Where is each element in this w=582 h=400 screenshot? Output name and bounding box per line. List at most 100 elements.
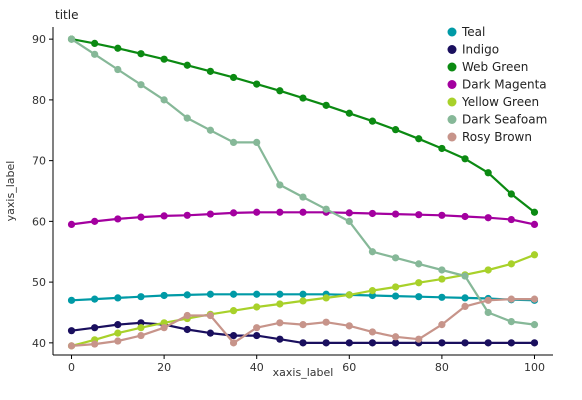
data-point-web-green <box>507 190 515 198</box>
data-point-dark-seafoam <box>530 321 539 329</box>
data-point-dark-magenta <box>276 208 284 216</box>
data-point-teal <box>438 293 446 301</box>
legend-marker-web-green <box>447 62 457 72</box>
x-tick-label: 80 <box>435 361 449 374</box>
data-point-dark-magenta <box>345 209 353 217</box>
series-dark-seafoam <box>67 35 539 329</box>
data-point-yellow-green <box>137 324 145 332</box>
data-point-web-green <box>322 101 330 109</box>
series-teal <box>67 290 539 304</box>
data-point-dark-magenta <box>67 220 76 229</box>
data-point-dark-seafoam <box>415 260 423 268</box>
data-point-web-green <box>345 109 353 117</box>
x-tick-label: 100 <box>524 361 545 374</box>
data-point-yellow-green <box>530 251 539 259</box>
legend-item-teal: Teal <box>447 25 485 39</box>
legend-item-web-green: Web Green <box>447 60 528 74</box>
data-point-yellow-green <box>438 275 446 283</box>
legend-label-dark-magenta: Dark Magenta <box>462 78 547 92</box>
data-point-teal <box>276 290 284 298</box>
data-point-yellow-green <box>507 260 515 268</box>
legend: Teal Indigo Web Green Dark Magenta Yellow Gr… <box>447 25 547 144</box>
data-point-web-green <box>276 87 284 95</box>
data-point-teal <box>461 294 469 302</box>
x-axis-label: xaxis_label <box>273 366 334 379</box>
data-point-rosy-brown <box>114 337 122 345</box>
data-point-rosy-brown <box>345 322 353 330</box>
legend-marker-yellow-green <box>447 97 457 107</box>
data-point-rosy-brown <box>160 324 168 332</box>
y-tick-label: 60 <box>32 215 46 228</box>
data-point-dark-magenta <box>438 211 446 219</box>
data-point-web-green <box>484 169 492 177</box>
data-point-yellow-green <box>322 294 330 302</box>
data-point-web-green <box>137 50 145 58</box>
data-point-teal <box>137 293 145 301</box>
legend-item-dark-seafoam: Dark Seafoam <box>447 113 547 127</box>
data-point-teal <box>114 294 122 302</box>
data-point-dark-seafoam <box>67 35 76 43</box>
data-point-rosy-brown <box>461 302 469 311</box>
data-point-web-green <box>438 144 446 153</box>
data-point-dark-magenta <box>507 215 515 224</box>
legend-item-dark-magenta: Dark Magenta <box>447 78 547 92</box>
data-point-rosy-brown <box>438 321 446 329</box>
legend-label-web-green: Web Green <box>462 60 528 74</box>
data-point-rosy-brown <box>206 311 215 320</box>
data-point-rosy-brown <box>530 295 539 303</box>
data-point-rosy-brown <box>415 335 423 343</box>
y-tick-label: 40 <box>32 337 46 350</box>
x-tick-label: 20 <box>157 361 171 374</box>
legend-label-rosy-brown: Rosy Brown <box>462 130 532 144</box>
data-point-dark-magenta <box>114 215 122 223</box>
data-point-dark-magenta <box>530 220 539 229</box>
data-point-yellow-green <box>391 283 400 291</box>
data-point-dark-seafoam <box>438 266 446 274</box>
y-axis-label: yaxis_label <box>4 161 17 222</box>
data-point-web-green <box>160 55 168 63</box>
data-point-indigo <box>322 339 330 347</box>
data-point-indigo <box>91 324 99 332</box>
data-point-dark-magenta <box>368 209 377 218</box>
data-point-dark-magenta <box>137 213 145 221</box>
data-point-dark-magenta <box>415 211 423 219</box>
data-point-rosy-brown <box>137 331 145 340</box>
data-point-dark-magenta <box>253 208 261 216</box>
data-point-dark-seafoam <box>253 138 261 147</box>
data-point-yellow-green <box>484 266 492 274</box>
data-point-indigo <box>276 335 284 343</box>
data-point-dark-magenta <box>229 209 238 217</box>
data-point-dark-seafoam <box>345 217 353 225</box>
data-point-dark-seafoam <box>484 308 492 317</box>
data-point-indigo <box>530 339 539 347</box>
data-point-dark-seafoam <box>229 138 238 147</box>
data-point-yellow-green <box>276 300 284 308</box>
legend-marker-dark-magenta <box>447 80 457 89</box>
legend-label-indigo: Indigo <box>462 43 499 57</box>
data-point-web-green <box>530 208 539 216</box>
data-point-web-green <box>206 67 215 75</box>
data-point-web-green <box>391 126 400 134</box>
data-point-indigo <box>345 339 353 347</box>
data-point-dark-seafoam <box>206 126 215 134</box>
data-point-dark-seafoam <box>461 272 469 280</box>
data-point-indigo <box>299 339 307 347</box>
data-point-dark-seafoam <box>391 254 400 262</box>
data-point-dark-seafoam <box>322 205 330 213</box>
data-point-yellow-green <box>368 287 377 295</box>
data-point-teal <box>299 290 307 298</box>
data-point-indigo <box>229 331 238 340</box>
data-point-dark-magenta <box>484 214 492 222</box>
y-tick-label: 70 <box>32 155 46 168</box>
data-point-teal <box>391 292 400 300</box>
data-point-rosy-brown <box>253 324 261 332</box>
data-point-dark-magenta <box>183 211 191 219</box>
y-tick-label: 50 <box>32 276 46 289</box>
data-point-yellow-green <box>345 291 353 299</box>
data-point-indigo <box>461 339 469 347</box>
data-point-rosy-brown <box>67 342 76 350</box>
data-point-dark-seafoam <box>183 114 191 122</box>
legend-marker-indigo <box>447 45 457 54</box>
data-point-dark-seafoam <box>160 96 168 104</box>
